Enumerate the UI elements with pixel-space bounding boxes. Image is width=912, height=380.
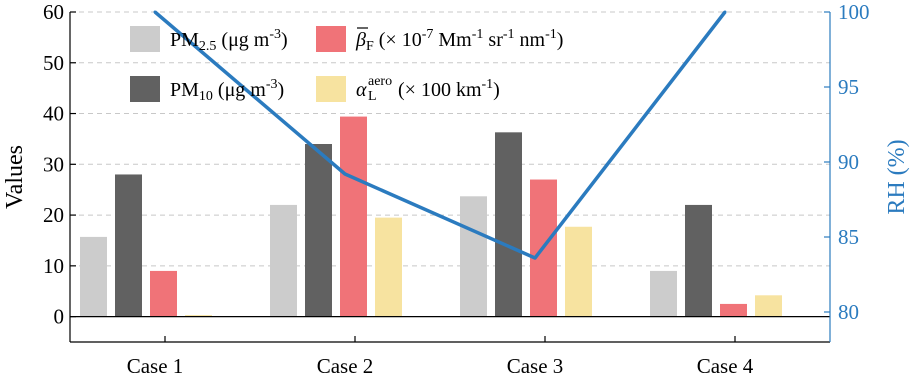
rh-point (343, 172, 347, 176)
legend-text: PM (170, 29, 199, 51)
left-tick-label: 50 (43, 51, 64, 75)
legend-superscript: aero (368, 74, 392, 89)
legend-text: sr (483, 29, 503, 51)
legend-text: ) (493, 79, 500, 101)
bar (685, 204, 712, 317)
bar (115, 174, 142, 317)
left-tick-label: 10 (43, 254, 64, 278)
left-tick-label: 0 (54, 305, 65, 329)
legend-symbol: β (355, 29, 366, 51)
bar (495, 132, 522, 317)
legend-subscript: 2.5 (199, 39, 217, 54)
legend-superscript: -1 (482, 77, 494, 92)
bar (720, 303, 747, 317)
bars (80, 116, 782, 317)
legend-text: ) (278, 79, 285, 101)
rh-line (153, 10, 727, 260)
right-tick-label: 90 (838, 150, 859, 174)
left-tick-label: 40 (43, 102, 64, 126)
legend-text: (μg m (216, 29, 269, 51)
left-tick-label: 30 (43, 152, 64, 176)
legend-superscript: -7 (422, 27, 434, 42)
legend-superscript: -1 (472, 27, 484, 42)
category-label: Case 3 (507, 354, 564, 378)
bar (650, 270, 677, 317)
legend-text: nm (515, 29, 546, 51)
bar (80, 236, 107, 317)
left-tick-label: 60 (43, 0, 64, 24)
legend-superscript: -3 (266, 77, 278, 92)
legend-label: α (356, 79, 367, 101)
bar (270, 204, 297, 317)
legend-text: ) (557, 29, 564, 51)
legend-label: PM2.5 (μg m-3) (170, 27, 288, 54)
category-label: Case 1 (127, 354, 184, 378)
bar (305, 144, 332, 317)
legend-swatch (316, 26, 346, 52)
right-tick-label: 85 (838, 225, 859, 249)
bar (375, 217, 402, 317)
legend-superscript: -1 (545, 27, 557, 42)
right-axis-title: RH (%) (884, 139, 910, 214)
legend-label: βF (× 10-7 Mm-1 sr-1 nm-1) (355, 27, 563, 54)
rh-line-path (153, 10, 727, 260)
bar (185, 315, 212, 317)
bar (565, 226, 592, 317)
bar (340, 116, 367, 317)
legend-label: (× 100 km-1) (398, 77, 500, 101)
legend-text: (μg m (213, 79, 266, 101)
right-tick-label: 80 (838, 300, 859, 324)
legend-text: (× 100 km (398, 79, 482, 101)
legend-label: PM10 (μg m-3) (170, 77, 284, 104)
legend-symbol: α (356, 79, 367, 101)
legend-text: ) (281, 29, 288, 51)
category-label: Case 2 (317, 354, 374, 378)
left-axis-title: Values (2, 145, 28, 209)
legend-text: Mm (433, 29, 472, 51)
legend-swatch (130, 26, 160, 52)
legend-subscript: L (368, 89, 377, 104)
legend-superscript: -1 (503, 27, 515, 42)
legend-swatch (130, 76, 160, 102)
category-label: Case 4 (697, 354, 754, 378)
legend-swatch (316, 76, 346, 102)
legend: PM2.5 (μg m-3)PM10 (μg m-3)βF (× 10-7 Mm… (130, 26, 563, 104)
legend-subscript: 10 (199, 89, 213, 104)
rh-point (723, 10, 727, 14)
bar (150, 270, 177, 317)
right-tick-label: 95 (838, 75, 859, 99)
right-tick-label: 100 (838, 0, 870, 24)
legend-subscript: F (366, 39, 374, 54)
bar (755, 295, 782, 317)
rh-point (153, 10, 157, 14)
rh-point (533, 256, 537, 260)
legend-text: PM (170, 79, 199, 101)
left-tick-label: 20 (43, 203, 64, 227)
legend-superscript: -3 (269, 27, 281, 42)
legend-text: (× 10 (374, 29, 422, 51)
bar (460, 196, 487, 317)
